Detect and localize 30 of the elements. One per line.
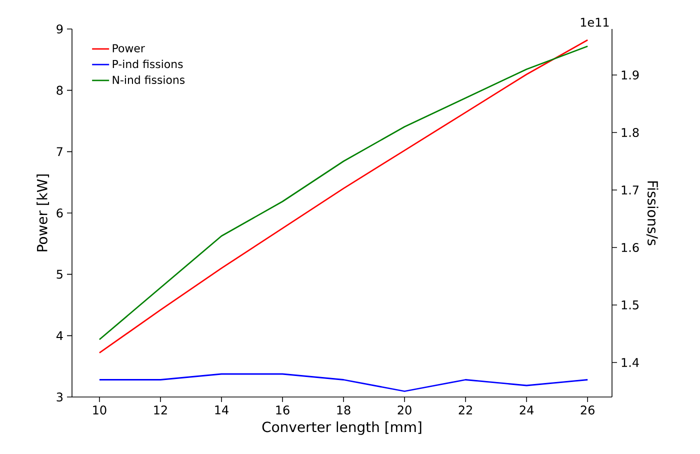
y2-tick-label: 1.6 xyxy=(622,242,639,252)
y-tick-label: 3 xyxy=(56,392,63,402)
line-series xyxy=(98,373,588,392)
y-tick-label: 9 xyxy=(56,24,63,34)
legend-label: P-ind fissions xyxy=(112,60,183,68)
y-tick-label: 7 xyxy=(56,147,62,156)
x-tick-label: 20 xyxy=(398,406,412,415)
y2-tick-label: 1.5 xyxy=(622,300,638,310)
y2-tick-label: 1.8 xyxy=(622,128,639,138)
x-tick-label: 26 xyxy=(580,406,594,415)
x-tick-label: 16 xyxy=(276,406,290,415)
x-axis-title: Converter length [mm] xyxy=(262,421,422,435)
x-tick-label: 22 xyxy=(458,406,472,414)
y2-tick-label: 1.7 xyxy=(622,186,639,194)
x-tick-label: 18 xyxy=(337,406,350,415)
x-tick-label: 14 xyxy=(215,406,228,414)
y-tick-label: 4 xyxy=(56,331,63,340)
y2-tick-label: 1.9 xyxy=(622,70,639,80)
x-tick-label: 12 xyxy=(154,406,167,414)
y-tick-label: 6 xyxy=(56,208,63,218)
y2-axis-title: Fissions/s xyxy=(646,181,658,246)
legend-label: N-ind fissions xyxy=(112,75,185,84)
x-tick-label: 24 xyxy=(520,406,534,414)
y2-tick-label: 1.4 xyxy=(622,358,639,367)
text: 1e11 xyxy=(580,18,609,27)
legend-label: Power xyxy=(112,44,145,52)
y-tick-label: 8 xyxy=(56,86,63,95)
x-tick-label: 10 xyxy=(93,406,106,415)
y-axis-title: Power [kW] xyxy=(36,174,50,252)
y-tick-label: 5 xyxy=(56,270,62,279)
